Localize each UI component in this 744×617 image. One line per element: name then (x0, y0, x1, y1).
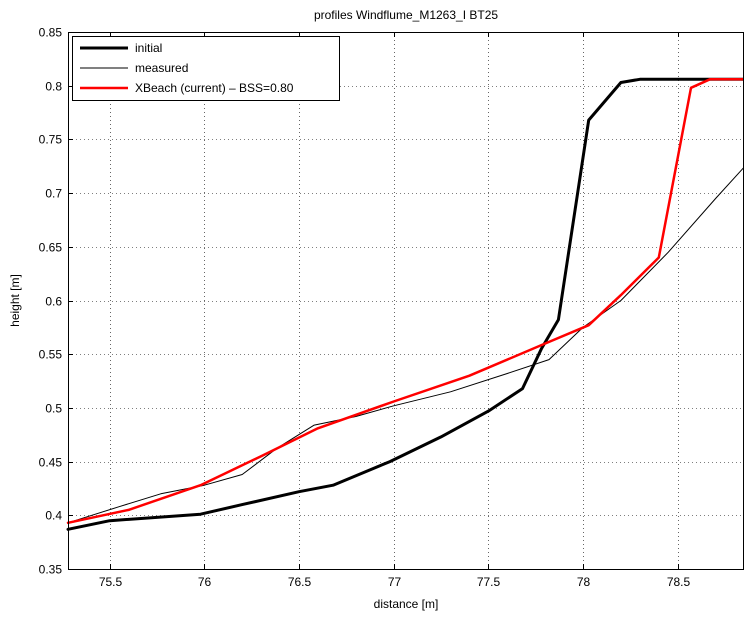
y-tick-label: 0.6 (45, 295, 62, 309)
y-tick-label: 0.4 (45, 509, 62, 523)
x-tick-label: 77 (388, 575, 402, 589)
series-line-1 (66, 77, 744, 531)
series-line-3 (66, 78, 744, 525)
x-tick-label: 76 (198, 575, 212, 589)
y-tick-label: 0.7 (45, 187, 62, 201)
y-tick-label: 0.45 (39, 456, 63, 470)
x-tick-label: 78.5 (667, 575, 691, 589)
series-layer (66, 77, 744, 531)
legend: initial measured XBeach (current) – BSS=0.… (72, 36, 340, 101)
x-tick-label: 77.5 (477, 575, 501, 589)
x-tick-label: 75.5 (99, 575, 123, 589)
x-tick-label: 78 (577, 575, 591, 589)
y-tick-label: 0.85 (39, 26, 63, 40)
x-tick-label: 76.5 (288, 575, 312, 589)
y-tick-label: 0.35 (39, 563, 63, 577)
tick-layer: 75.5 76 76.5 77 77.5 78 78.5 0.35 0.4 0.45 0.5 0.55… (39, 26, 691, 590)
plot-area (68, 32, 744, 570)
legend-label: XBeach (current) – BSS=0.80 (135, 81, 294, 95)
chart-title: profiles Windflume_M1263_I BT25 (314, 8, 498, 22)
y-tick-label: 0.8 (45, 80, 62, 94)
y-axis-label: height [m] (8, 274, 22, 327)
legend-label: measured (135, 61, 188, 75)
y-tick-label: 0.75 (39, 133, 63, 147)
y-tick-label: 0.65 (39, 241, 63, 255)
y-tick-label: 0.55 (39, 348, 63, 362)
x-axis-label: distance [m] (374, 597, 439, 611)
y-tick-label: 0.5 (45, 402, 62, 416)
legend-label: initial (135, 41, 162, 55)
